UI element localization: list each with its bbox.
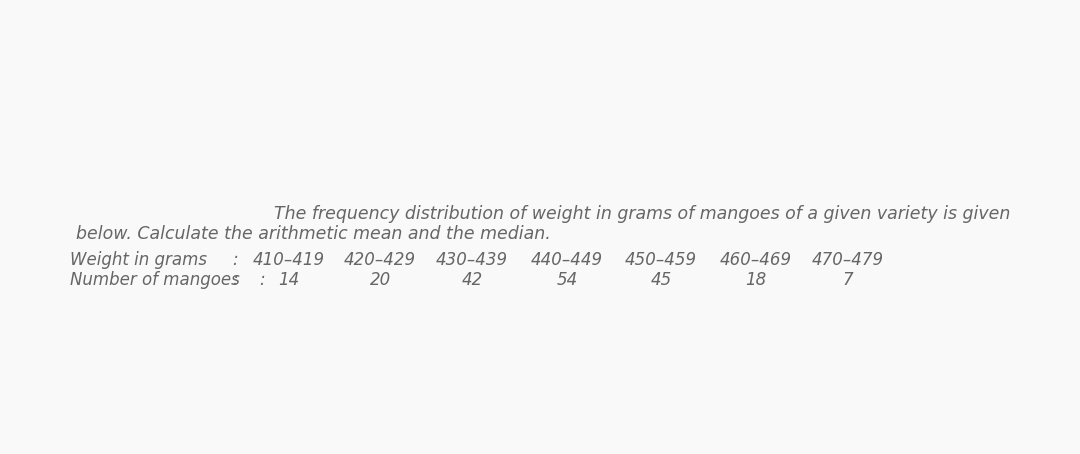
Text: 470–479: 470–479 xyxy=(812,251,883,269)
Text: 42: 42 xyxy=(461,271,483,289)
Text: :: : xyxy=(259,271,265,289)
Text: 440–449: 440–449 xyxy=(531,251,603,269)
Text: Weight in grams: Weight in grams xyxy=(70,251,207,269)
Text: 14: 14 xyxy=(278,271,299,289)
Text: :: : xyxy=(232,271,238,289)
Text: 54: 54 xyxy=(556,271,578,289)
Text: 410–419: 410–419 xyxy=(253,251,324,269)
Text: 7: 7 xyxy=(842,271,853,289)
Text: 420–429: 420–429 xyxy=(345,251,416,269)
Text: :: : xyxy=(232,251,238,269)
Text: The frequency distribution of weight in grams of mangoes of a given variety is g: The frequency distribution of weight in … xyxy=(274,205,1011,223)
Text: Number of mangoes: Number of mangoes xyxy=(70,271,240,289)
Text: 20: 20 xyxy=(369,271,391,289)
Text: below. Calculate the arithmetic mean and the median.: below. Calculate the arithmetic mean and… xyxy=(76,225,551,243)
Text: 45: 45 xyxy=(650,271,672,289)
Text: 430–439: 430–439 xyxy=(436,251,508,269)
Text: 450–459: 450–459 xyxy=(625,251,697,269)
Text: 18: 18 xyxy=(745,271,767,289)
Text: 460–469: 460–469 xyxy=(720,251,792,269)
